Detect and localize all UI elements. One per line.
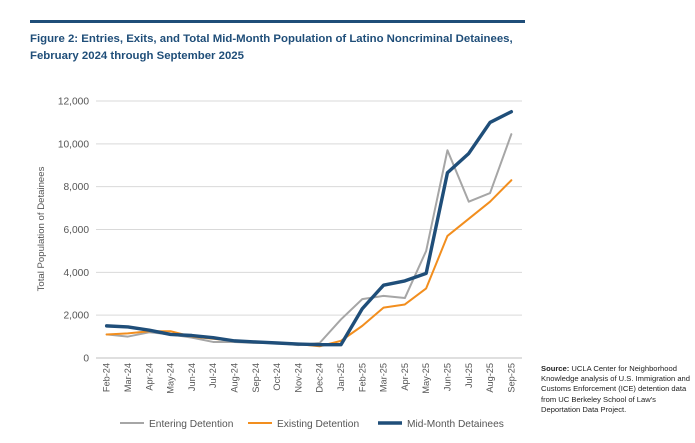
x-tick-label: May-24 — [166, 363, 176, 394]
y-tick-label: 0 — [83, 354, 89, 365]
x-tick-label: Feb-24 — [102, 363, 112, 392]
series-line — [105, 179, 513, 348]
top-rule — [30, 20, 525, 23]
x-tick-label: Apr-24 — [144, 363, 154, 391]
x-tick-label: Mar-25 — [379, 363, 389, 392]
x-tick-label: Oct-24 — [272, 363, 282, 391]
x-tick-label: Jul-24 — [208, 363, 218, 388]
x-tick-label: Jun-24 — [187, 363, 197, 391]
legend-label: Mid-Month Detainees — [407, 419, 504, 430]
source-label: Source: — [541, 364, 570, 373]
y-tick-label: 2,000 — [64, 311, 90, 322]
series-line — [104, 110, 514, 347]
series-lines — [104, 110, 514, 348]
y-tick-label: 4,000 — [64, 268, 90, 279]
legend-label: Entering Detention — [149, 419, 233, 430]
y-tick-labels: 0 2,000 4,000 6,000 8,000 10,000 12,000 — [58, 97, 90, 365]
legend-label: Existing Detention — [277, 419, 359, 430]
figure-title-line-2: February 2024 through September 2025 — [30, 50, 244, 62]
x-tick-label: May-25 — [421, 363, 431, 394]
x-tick-label: Aug-24 — [229, 363, 239, 393]
source-text: UCLA Center for Neighborhood Knowledge a… — [541, 364, 690, 414]
x-tick-label: Mar-24 — [123, 363, 133, 392]
series-line — [105, 133, 513, 347]
legend: Entering Detention Existing Detention Mid-… — [120, 419, 504, 430]
x-tick-label: Nov-24 — [293, 363, 303, 393]
y-tick-label: 10,000 — [58, 139, 89, 150]
x-tick-label: Jul-25 — [464, 363, 474, 388]
x-tick-label: Jun-25 — [442, 363, 452, 391]
x-tick-label: Sep-25 — [506, 363, 516, 393]
x-tick-label: Jan-25 — [336, 363, 346, 391]
x-tick-label: Apr-25 — [400, 363, 410, 391]
y-axis-label: Total Population of Detainees — [36, 166, 47, 291]
gridlines — [96, 100, 522, 359]
figure-title-line-1: Figure 2: Entries, Exits, and Total Mid-… — [30, 33, 513, 45]
y-tick-label: 8,000 — [64, 182, 90, 193]
x-tick-label: Dec-24 — [315, 363, 325, 393]
y-tick-label: 12,000 — [58, 97, 89, 108]
figure-title: Figure 2: Entries, Exits, and Total Mid-… — [30, 31, 530, 65]
source-note: Source: UCLA Center for Neighborhood Kno… — [541, 364, 691, 415]
x-tick-label: Aug-25 — [485, 363, 495, 393]
y-tick-label: 6,000 — [64, 225, 90, 236]
x-tick-label: Feb-25 — [357, 363, 367, 392]
x-tick-labels: Feb-24 Mar-24 Apr-24 May-24 Jun-24 Jul-24 Aug-… — [102, 363, 517, 394]
x-tick-label: Sep-24 — [251, 363, 261, 393]
